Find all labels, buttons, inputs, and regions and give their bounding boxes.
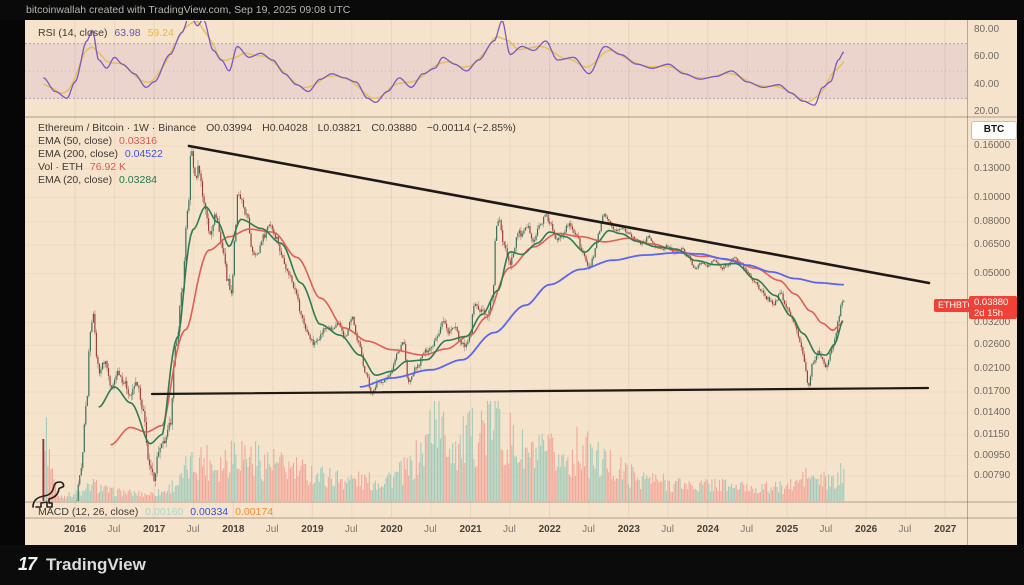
time-tick-jul: Jul	[186, 524, 200, 535]
volume-value: 76.92 K	[89, 161, 127, 173]
volume-histogram	[42, 401, 845, 501]
price-tick: 0.00790	[974, 470, 1011, 481]
ema50-label: EMA (50, close)	[38, 135, 113, 147]
price-tick: 0.02600	[974, 339, 1011, 351]
ema200-legend[interactable]: EMA (200, close) 0.04522	[38, 148, 516, 161]
macd-signal-value: 0.00174	[235, 506, 274, 518]
time-tick-year: 2025	[775, 524, 799, 535]
ema20-label: EMA (20, close)	[38, 174, 113, 186]
time-tick-year: 2017	[143, 524, 166, 535]
open-value: O0.03994	[206, 122, 253, 134]
time-tick-jul: Jul	[582, 524, 595, 535]
tradingview-wordmark[interactable]: TradingView	[46, 555, 146, 574]
time-tick-jul: Jul	[265, 524, 279, 535]
time-tick-year: 2026	[855, 524, 878, 535]
high-value: H0.04028	[262, 122, 308, 134]
rsi-tick: 60.00	[974, 51, 1000, 63]
time-tick-jul: Jul	[107, 524, 121, 535]
rsi-tick: 20.00	[974, 106, 1000, 117]
price-tick: 0.13000	[974, 162, 1011, 174]
ethbtc-price-tag: ETHBTC	[934, 299, 978, 312]
price-plot[interactable]	[25, 20, 1017, 545]
time-tick-year: 2018	[222, 524, 245, 535]
volume-label: Vol · ETH	[38, 161, 83, 173]
time-tick-jul: Jul	[344, 524, 358, 535]
change-value: −0.00114 (−2.85%)	[426, 122, 516, 134]
time-tick-jul: Jul	[661, 524, 675, 535]
macd-legend[interactable]: MACD (12, 26, close) 0.00160 0.00334 0.0…	[38, 506, 273, 518]
time-tick-year: 2016	[64, 524, 87, 535]
price-tick: 0.01700	[974, 385, 1011, 397]
ema50-legend[interactable]: EMA (50, close) 0.03316	[38, 135, 516, 148]
time-tick-year: 2027	[934, 524, 957, 535]
ema200-value: 0.04522	[124, 148, 163, 160]
rsi-label: RSI (14, close)	[38, 27, 108, 39]
time-tick-jul: Jul	[503, 524, 516, 535]
price-tick: 0.01150	[974, 428, 1010, 440]
attribution-text: bitcoinwallah created with TradingView.c…	[26, 4, 351, 16]
time-tick-jul: Jul	[740, 524, 754, 535]
support-trendline	[150, 386, 930, 396]
last-price-label: 0.03880 2d 15h	[969, 296, 1017, 319]
price-tick: 0.00950	[974, 449, 1011, 461]
close-value: C0.03880	[371, 122, 417, 134]
tradingview-logo-icon[interactable]: 17	[18, 554, 37, 574]
macd-hist-value: 0.00160	[145, 506, 184, 518]
price-tick: 0.08000	[974, 216, 1011, 228]
time-tick-year: 2020	[380, 524, 403, 535]
time-tick-year: 2022	[538, 524, 561, 535]
volume-legend[interactable]: Vol · ETH 76.92 K	[38, 161, 516, 174]
dino-doodle-icon	[32, 481, 65, 508]
price-tick: 0.01400	[974, 407, 1011, 419]
rsi-ma-value: 59.24	[147, 27, 174, 39]
time-tick-year: 2019	[301, 524, 324, 535]
rsi-legend[interactable]: RSI (14, close) 63.98 59.24	[38, 27, 174, 39]
time-tick-jul: Jul	[819, 524, 833, 535]
price-tick: 0.10000	[974, 191, 1011, 203]
bar-countdown: 2d 15h	[974, 308, 1004, 319]
ema20-legend[interactable]: EMA (20, close) 0.03284	[38, 174, 516, 187]
price-unit-toggle-btc[interactable]: BTC	[971, 121, 1017, 140]
price-tick: 0.06500	[974, 238, 1011, 250]
symbol-title-row[interactable]: Ethereum / Bitcoin · 1W · Binance O0.039…	[38, 122, 516, 135]
time-tick-year: 2023	[617, 524, 640, 535]
ema200-label: EMA (200, close)	[38, 148, 118, 160]
macd-line-value: 0.00334	[190, 506, 229, 518]
ema20-value: 0.03284	[119, 174, 158, 186]
rsi-tick: 40.00	[974, 78, 1000, 90]
descending-trendline	[187, 144, 931, 285]
time-tick-jul: Jul	[898, 524, 912, 535]
candlestick-series	[76, 147, 845, 501]
ema50-value: 0.03316	[119, 135, 158, 147]
rsi-value: 63.98	[114, 27, 141, 39]
chart-area[interactable]: RSI (14, close) 63.98 59.24 Ethereum / B…	[25, 20, 1017, 545]
price-tick: 0.02100	[974, 362, 1011, 374]
time-tick-jul: Jul	[423, 524, 437, 535]
price-tick: 0.16000	[974, 140, 1011, 151]
price-tick: 0.03200	[974, 316, 1011, 328]
time-tick-year: 2024	[696, 524, 720, 535]
price-tick: 0.05000	[974, 267, 1011, 279]
macd-label: MACD (12, 26, close)	[38, 506, 139, 518]
symbol-legend[interactable]: Ethereum / Bitcoin · 1W · Binance O0.039…	[38, 122, 516, 187]
time-tick-year: 2021	[459, 524, 482, 535]
low-value: L0.03821	[317, 122, 362, 134]
footer-bar: 17 TradingView	[0, 545, 1024, 585]
symbol-title[interactable]: Ethereum / Bitcoin · 1W · Binance	[38, 122, 197, 134]
rsi-tick: 80.00	[974, 24, 1000, 35]
last-price-value: 0.03880	[974, 297, 1009, 308]
attribution-bar: bitcoinwallah created with TradingView.c…	[0, 0, 1024, 20]
